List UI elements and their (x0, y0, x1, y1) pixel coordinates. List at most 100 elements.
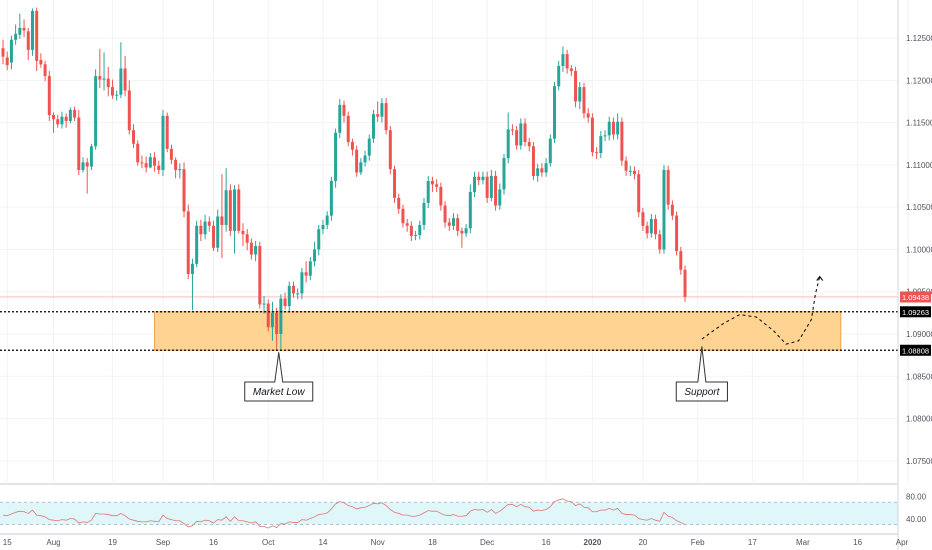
candle (233, 185, 237, 254)
time-axis[interactable]: 15 Aug 19 Sep 16 Oct 14 Nov 18 Dec 16 2020 20 Feb 17 Ma… (3, 538, 909, 547)
candle (106, 66, 110, 97)
candle-body (519, 123, 523, 146)
support-zone[interactable] (154, 311, 842, 351)
candle (683, 265, 687, 302)
candle-body (148, 157, 152, 168)
candle-body (304, 272, 308, 276)
candle-body (367, 138, 371, 156)
candle-body (199, 225, 203, 235)
time-tick-label: 20 (638, 538, 647, 547)
candle-body (649, 219, 653, 234)
candle-body (451, 218, 455, 226)
candle (367, 134, 371, 161)
candle-body (224, 190, 228, 225)
candle (616, 113, 620, 140)
candle (363, 150, 367, 167)
candle-body (531, 146, 535, 176)
candle (85, 158, 89, 194)
candle-body (502, 158, 506, 190)
level-lines[interactable] (0, 296, 898, 351)
candle (515, 125, 519, 150)
candle-body (313, 249, 317, 262)
rsi-pane (0, 483, 898, 535)
chart-grid (0, 0, 909, 482)
time-tick-label: Mar (796, 538, 810, 547)
candle (574, 66, 578, 108)
candle-body (262, 303, 266, 305)
candle (245, 229, 249, 251)
candle (443, 201, 447, 228)
candle (89, 143, 93, 170)
candle (460, 227, 464, 248)
candle-body (56, 119, 60, 125)
candle (199, 219, 203, 241)
time-tick-label: Dec (480, 538, 494, 547)
time-tick-label: 15 (3, 538, 12, 547)
candle (43, 60, 47, 82)
candle-body (216, 216, 220, 248)
candle (110, 79, 114, 99)
candle (430, 176, 434, 192)
price-axis[interactable]: 1.12500 1.12000 1.11500 1.11000 1.10500 1.100… (897, 0, 932, 550)
candle-body (418, 224, 422, 236)
candle (578, 82, 582, 110)
candle-body (384, 103, 388, 131)
candle (81, 157, 85, 173)
time-tick-label: Apr (896, 538, 909, 547)
price-tick-label: 1.07500 (906, 457, 932, 466)
candle-body (132, 130, 136, 144)
candle-body (599, 136, 603, 154)
candle-body (578, 87, 582, 102)
candle (115, 90, 119, 101)
callout-label: Support (684, 387, 720, 398)
candle (174, 157, 178, 179)
candle (77, 109, 81, 176)
candle-body (371, 114, 375, 139)
candle-body (98, 76, 102, 80)
projection-arrow[interactable] (701, 275, 824, 345)
candle-body (165, 115, 169, 149)
candle (68, 107, 72, 124)
candle-body (275, 312, 279, 335)
candle-body (430, 180, 434, 185)
candle (241, 223, 245, 247)
candle-body (30, 10, 34, 50)
candle-body (376, 114, 380, 117)
candle (666, 165, 670, 210)
candle-body (220, 216, 224, 225)
candle-body (182, 169, 186, 212)
callout: Market Low (244, 352, 314, 402)
candle-body (157, 165, 161, 170)
candle (136, 140, 140, 166)
candle-body (624, 160, 628, 171)
candle (182, 162, 186, 218)
candle (338, 98, 342, 138)
candle-body (43, 64, 47, 77)
candle (64, 113, 68, 128)
candle-body (1, 48, 5, 57)
candle-body (670, 204, 674, 216)
candle (123, 55, 127, 97)
candle (266, 299, 270, 332)
candle (203, 214, 207, 240)
candle (26, 27, 30, 61)
candle-body (77, 117, 81, 170)
candle (388, 125, 392, 175)
price-label-bg (900, 306, 931, 318)
candle (422, 197, 426, 231)
candle-body (64, 116, 68, 121)
candle (195, 220, 199, 268)
time-tick-label: 18 (428, 538, 437, 547)
last-price-label: 1.09438 (900, 291, 931, 303)
candle-body (35, 10, 39, 61)
candle-body (140, 162, 144, 164)
candle-body (258, 246, 262, 305)
candle-body (127, 90, 131, 131)
candle (409, 221, 413, 241)
candle (519, 118, 523, 150)
candle-body (435, 184, 439, 187)
price-tick-label: 1.10500 (906, 203, 932, 212)
candle-body (14, 33, 18, 40)
callouts[interactable]: Market Low Support (244, 346, 728, 402)
